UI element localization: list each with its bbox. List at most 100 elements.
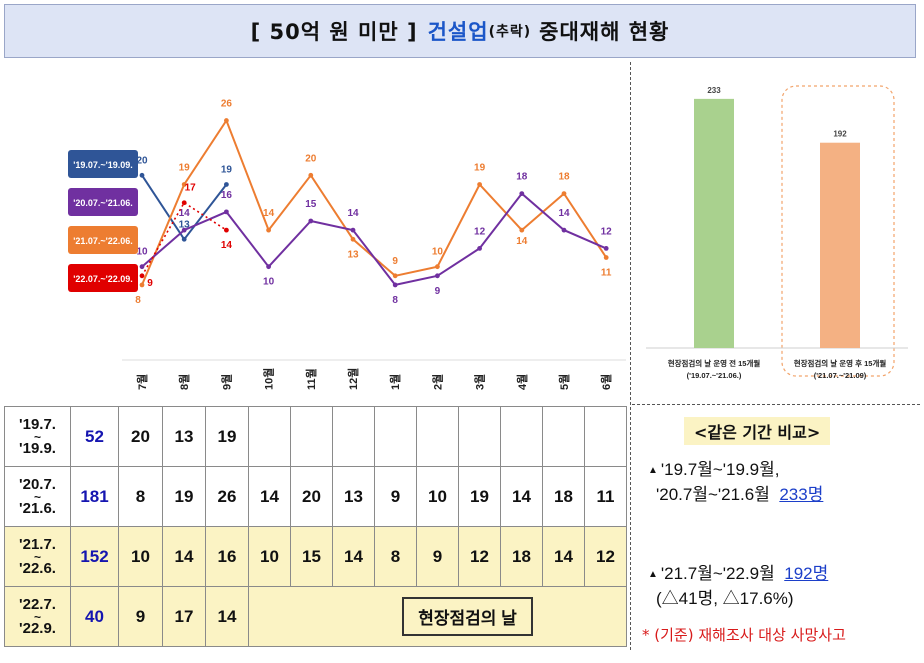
data-point [139,172,145,178]
data-point [224,227,229,233]
value-cell: 13 [162,406,206,467]
data-label: 14 [558,208,570,219]
data-label: 14 [221,240,233,251]
data-point [350,236,356,242]
data-point [181,227,187,233]
x-tick-label: 11월 [304,368,318,390]
value-cell [332,406,375,467]
value-cell: 16 [205,526,249,587]
data-label: 26 [221,99,233,110]
x-tick-label: 3월 [473,374,487,390]
value-cell: 9 [416,526,459,587]
comparison-title: <같은 기간 비교> [684,417,831,445]
data-point [392,282,398,288]
title-rest: 중대재해 현황 [539,20,670,44]
highlight-frame [781,85,895,377]
value-cell: 10 [118,526,163,587]
x-tick-label: 5월 [557,374,571,390]
data-label: 20 [136,155,148,166]
data-point [266,264,271,270]
data-label: 17 [185,183,197,194]
data-label: 18 [516,172,528,183]
period-tilde: ~ [33,489,41,504]
value-cell: 14 [542,526,585,587]
data-point [308,218,314,224]
period-tilde: ~ [33,549,41,564]
data-label: 9 [147,278,153,289]
value-cell [500,406,543,467]
data-label: 12 [601,226,613,237]
data-point [224,118,229,123]
data-label: 8 [135,295,141,306]
x-tick-label: 6월 [599,374,613,390]
value-cell: 8 [374,526,417,587]
bar-category-label: 현장점검의 날 운영 전 15개월 [668,358,761,368]
data-label: 15 [305,199,317,210]
x-tick-label: 4월 [515,374,529,390]
x-tick-label: 12월 [346,368,360,390]
data-point [350,227,356,233]
bar-value-label: 233 [707,86,721,95]
title-industry: 건설업 [427,20,489,44]
data-point [561,191,567,197]
data-point [392,273,398,279]
value-cell: 20 [118,406,163,467]
value-cell: 19 [162,466,206,527]
horizontal-divider [632,404,920,405]
value-cell: 19 [205,406,249,467]
x-tick-label: 9월 [219,374,233,390]
data-point [519,227,525,233]
table-row: '20.7. ~ '21.6. 181 8 19 26 14 20 13 9 10 19 14 18 11 [4,466,627,527]
value-cell: 11 [584,466,627,527]
data-label: 10 [263,277,275,288]
page-title: [ 50억 원 미만 ] 건설업 (추락) 중대재해 현황 [4,4,916,58]
total-cell: 181 [70,466,119,527]
item1-value: 233명 [779,484,824,504]
legend-box [68,150,138,178]
value-cell: 10 [416,466,459,527]
value-cell: 10 [248,526,291,587]
footnote: * (기준) 재해조사 대상 사망사고 [642,626,846,644]
bar [820,142,860,348]
item2-line1: '21.7월~'22.9월 [660,564,775,583]
comparison-bar-chart: 233 현장점검의 날 운영 전 15개월 ('19.07.~'21.06.) 192… [646,85,908,380]
data-label: 14 [179,208,191,219]
value-cell: 13 [332,466,375,527]
monthly-line-chart: 7월 8월 9월 10월 11월 12월 1월 2월 3월 4월 5월 6월 20 13 19 8 19 26 14… [68,99,626,390]
value-cell: 17 [162,586,206,647]
badge-cell: 현장점검의 날 [248,586,627,647]
period-date: '19.7. [19,415,56,433]
legend-box [68,264,138,292]
value-cell [374,406,417,467]
value-cell: 14 [500,466,543,527]
period-date: '19.9. [19,439,56,457]
period-cell: '20.7. ~ '21.6. [4,466,71,527]
period-tilde: ~ [33,609,41,624]
data-point [224,182,229,187]
title-prefix: [ 50억 원 미만 ] [250,20,418,44]
value-cell: 19 [458,466,501,527]
item1-line2: '20.7월~'21.6월 [656,484,770,504]
period-cell: '19.7. ~ '19.9. [4,406,71,467]
site-inspection-day-badge: 현장점검의 날 [402,597,533,636]
value-cell: 14 [248,466,291,527]
data-table: '19.7. ~ '19.9. 52 20 13 19'20.7. ~ '21.6. 181 8 19… [4,406,627,647]
x-tick-label: 8월 [177,374,191,390]
total-cell: 152 [70,526,119,587]
data-point [477,182,482,187]
legend-label: '20.07.~'21.06. [73,198,133,208]
data-label: 9 [435,286,441,297]
bullet-icon: ▲ [648,568,658,580]
data-point [139,264,145,270]
data-label: 18 [558,172,570,183]
data-point [519,191,525,197]
legend-label: '21.07.~'22.06. [73,236,133,246]
data-point [181,200,187,206]
value-cell: 26 [205,466,249,527]
data-label: 10 [432,247,444,258]
value-cell: 9 [118,586,163,647]
value-cell [290,406,333,467]
value-cell: 14 [205,586,249,647]
data-label: 20 [305,153,317,164]
data-point [181,236,187,242]
